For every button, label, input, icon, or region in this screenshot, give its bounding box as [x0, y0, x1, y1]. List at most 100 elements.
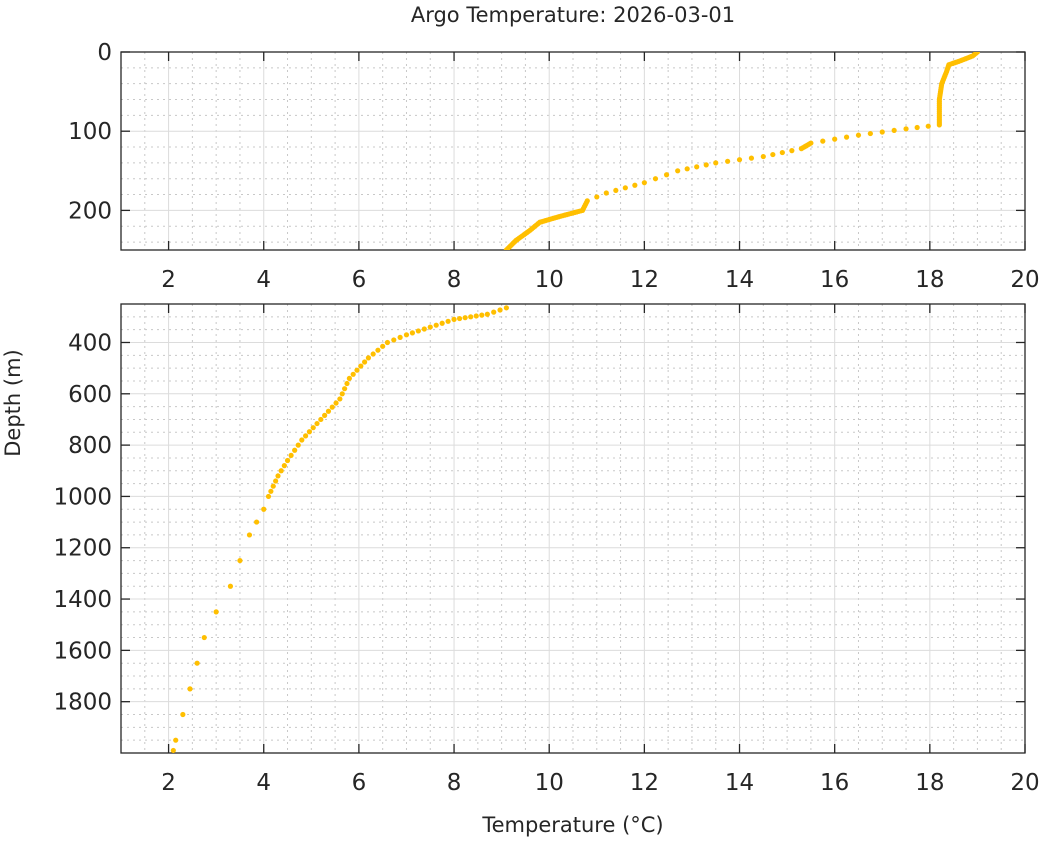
x-tick-label: 18: [915, 770, 944, 796]
data-point: [310, 425, 316, 431]
data-point: [603, 190, 609, 196]
data-point: [914, 124, 920, 131]
y-tick-label: 1000: [53, 484, 112, 510]
x-axis-label: Temperature (°C): [481, 813, 663, 837]
data-point: [318, 416, 324, 423]
x-tick-label: 4: [256, 267, 271, 293]
data-point: [770, 151, 776, 158]
data-points: [503, 52, 981, 250]
data-point: [736, 157, 743, 163]
data-point: [903, 126, 909, 132]
x-tick-label: 8: [447, 770, 462, 796]
data-point: [261, 506, 267, 512]
data-point: [354, 367, 360, 373]
data-point: [832, 136, 838, 142]
data-point: [427, 324, 433, 330]
data-point: [314, 420, 320, 427]
data-point: [342, 386, 348, 392]
data-point: [484, 311, 490, 317]
data-point: [936, 122, 942, 128]
data-point: [299, 437, 305, 443]
data-point: [843, 134, 850, 140]
data-point: [703, 162, 709, 168]
data-point: [281, 463, 287, 469]
data-point: [295, 442, 301, 448]
data-point: [346, 375, 352, 382]
data-point: [760, 153, 766, 160]
x-tick-label: 8: [447, 267, 462, 293]
data-point: [439, 320, 445, 326]
y-tick-label: 400: [68, 330, 112, 356]
data-point: [891, 127, 897, 134]
data-point: [468, 314, 474, 320]
data-point: [384, 339, 391, 346]
y-tick-label: 1800: [53, 690, 112, 716]
data-point: [362, 359, 368, 365]
data-point: [789, 148, 795, 154]
data-point: [725, 158, 731, 164]
data-point: [237, 557, 243, 564]
data-point: [641, 180, 647, 186]
data-point: [306, 429, 313, 435]
data-point: [284, 457, 291, 464]
data-point: [337, 396, 343, 402]
data-point: [344, 380, 350, 387]
data-point: [867, 130, 873, 137]
data-point: [278, 468, 284, 474]
data-point: [288, 452, 294, 458]
data-point: [170, 747, 176, 753]
data-point: [329, 404, 335, 410]
panel-lower: 2 4 6 8 10 12 14 16 18 20 400 600 800 1000 1200 1400 160…: [53, 303, 1040, 796]
data-point: [491, 309, 497, 315]
x-tick-label: 4: [256, 770, 271, 796]
data-point: [194, 660, 200, 666]
data-point: [292, 447, 298, 453]
y-tick-label: 1400: [53, 587, 112, 613]
y-tick-label: 100: [68, 119, 112, 145]
x-tick-label: 20: [1010, 267, 1039, 293]
data-point: [694, 164, 700, 170]
x-tick-label: 16: [820, 267, 849, 293]
x-tick-label: 10: [535, 770, 564, 796]
x-tick-label: 14: [725, 267, 754, 293]
data-point: [479, 312, 485, 318]
data-point: [457, 315, 463, 322]
data-point: [380, 343, 386, 349]
data-point: [273, 478, 279, 484]
data-point: [497, 307, 503, 313]
data-point: [675, 168, 681, 174]
data-point: [409, 330, 416, 336]
x-tick-label: 20: [1010, 770, 1039, 796]
x-tick-label: 6: [352, 770, 367, 796]
data-point: [365, 355, 372, 361]
y-tick-label: 200: [68, 198, 112, 224]
data-point: [187, 686, 193, 692]
data-point: [325, 408, 332, 414]
data-point: [433, 322, 439, 328]
data-point: [713, 160, 719, 166]
data-point: [855, 132, 862, 138]
data-point: [622, 185, 628, 191]
data-point: [462, 315, 468, 321]
x-tick-label: 6: [352, 267, 367, 293]
data-point: [358, 363, 364, 369]
data-point: [473, 313, 479, 319]
y-tick-label: 0: [97, 40, 112, 66]
data-point: [246, 532, 253, 538]
data-point: [333, 400, 339, 406]
data-point: [339, 391, 345, 397]
data-point: [925, 123, 931, 129]
data-point: [503, 305, 509, 311]
data-point: [798, 146, 804, 152]
data-point: [652, 176, 659, 182]
data-points: [170, 305, 509, 753]
x-tick-label: 2: [161, 770, 176, 796]
y-tick-label: 1200: [53, 536, 112, 562]
data-point: [779, 149, 785, 156]
data-point: [397, 334, 403, 340]
data-point: [415, 328, 421, 334]
x-tick-label: 12: [630, 770, 659, 796]
data-point: [879, 129, 885, 135]
data-point: [254, 519, 260, 525]
